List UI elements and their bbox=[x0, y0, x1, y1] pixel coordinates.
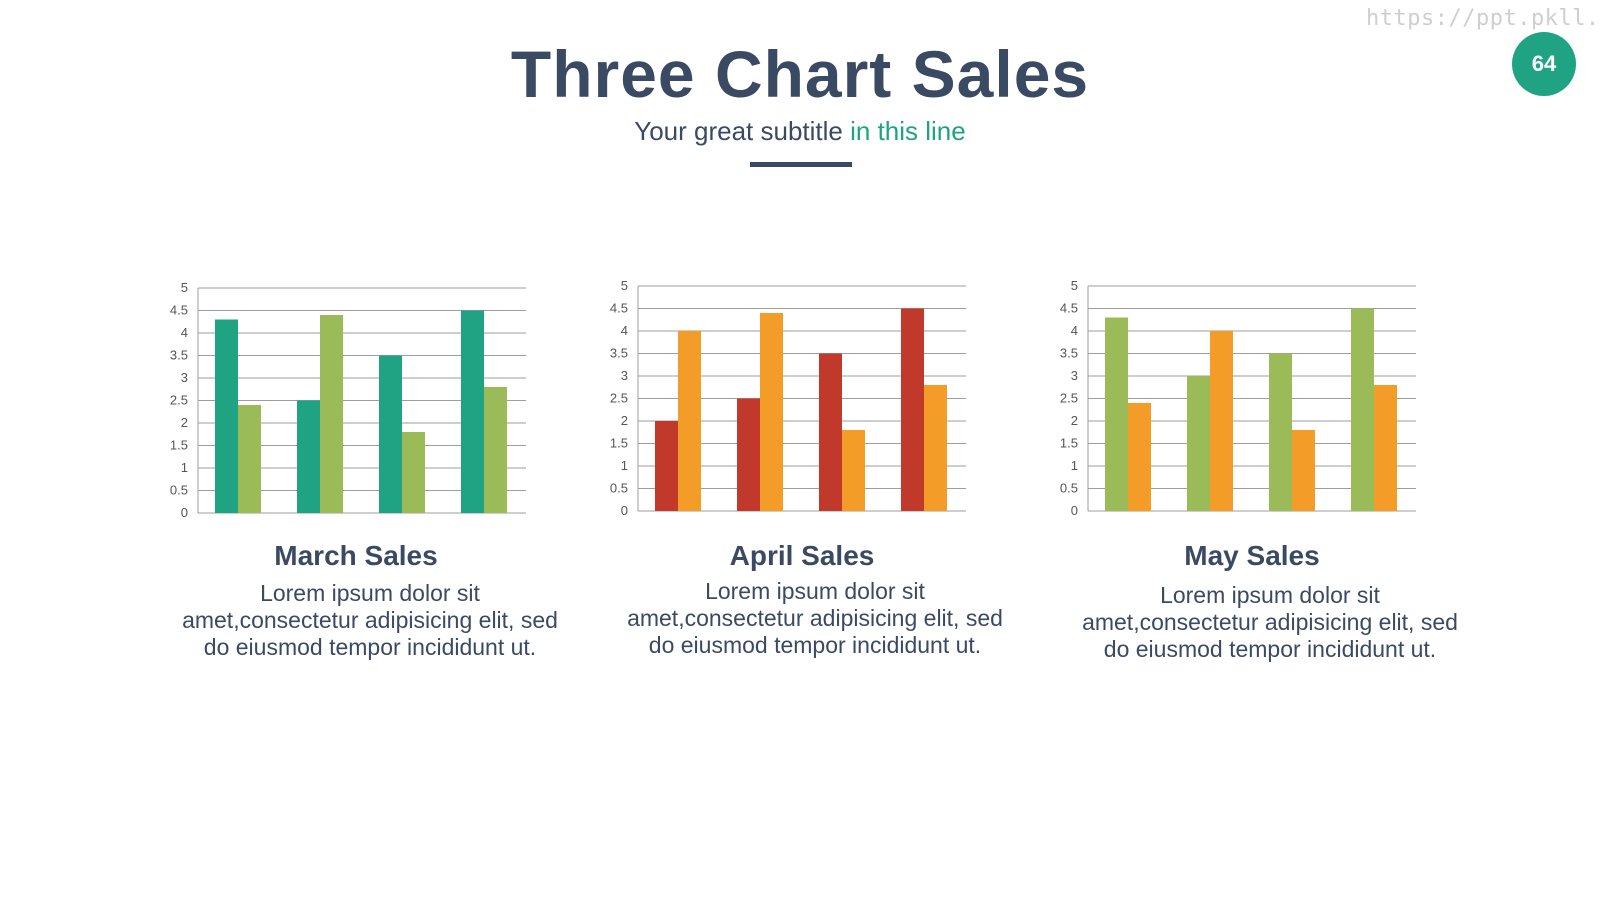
page-subtitle: Your great subtitle in this line bbox=[0, 116, 1600, 147]
march-bar-series1-cat2 bbox=[297, 400, 320, 513]
april-y-tick-label: 3 bbox=[621, 368, 628, 383]
may-bar-series2-cat4 bbox=[1374, 385, 1397, 511]
april-desc-line1: Lorem ipsum dolor sit bbox=[705, 578, 925, 604]
may-y-tick-label: 5 bbox=[1071, 278, 1078, 293]
may-y-tick-label: 1 bbox=[1071, 458, 1078, 473]
april-y-tick-label: 5 bbox=[621, 278, 628, 293]
march-desc-line1: Lorem ipsum dolor sit bbox=[260, 580, 480, 606]
watermark-url: https://ppt.pkll.de bbox=[1366, 6, 1600, 31]
march-sales-chart: 0 0.5 1 1.5 2 2.5 3 3.5 4 4.5 5 bbox=[170, 280, 526, 520]
may-y-tick-label: 2.5 bbox=[1060, 391, 1078, 406]
april-y-tick-label: 2 bbox=[621, 413, 628, 428]
may-sales-heading: May Sales bbox=[1184, 540, 1320, 571]
march-y-tick-label: 1.5 bbox=[170, 438, 188, 453]
april-desc-line3: do eiusmod tempor incididunt ut. bbox=[648, 632, 982, 658]
may-desc-line3: do eiusmod tempor incididunt ut. bbox=[1103, 636, 1437, 662]
may-desc-line1: Lorem ipsum dolor sit bbox=[1160, 582, 1380, 608]
may-bar-series2-cat1 bbox=[1128, 403, 1151, 511]
may-y-tick-label: 3 bbox=[1071, 368, 1078, 383]
may-sales-chart: 0 0.5 1 1.5 2 2.5 3 3.5 4 4.5 5 bbox=[1060, 278, 1416, 518]
may-bar-series1-cat4 bbox=[1351, 308, 1374, 511]
march-bar-series1-cat1 bbox=[215, 319, 238, 513]
march-y-tick-label: 3.5 bbox=[170, 348, 188, 363]
may-y-tick-label: 4 bbox=[1071, 323, 1078, 338]
april-y-tick-label: 1.5 bbox=[610, 436, 628, 451]
may-desc-line2: amet,consectetur adipisicing elit, sed bbox=[1082, 609, 1458, 635]
may-y-tick-label: 0.5 bbox=[1060, 481, 1078, 496]
march-bar-series2-cat3 bbox=[402, 432, 425, 513]
march-y-tick-label: 5 bbox=[181, 280, 188, 295]
april-bar-series2-cat2 bbox=[760, 313, 783, 511]
april-bar-series1-cat4 bbox=[901, 308, 924, 511]
march-sales-heading: March Sales bbox=[274, 540, 438, 571]
page-title: Three Chart Sales bbox=[510, 37, 1090, 111]
march-bar-series2-cat4 bbox=[484, 387, 507, 513]
subtitle-accent: in this line bbox=[850, 116, 966, 146]
april-sales-chart: 0 0.5 1 1.5 2 2.5 3 3.5 4 4.5 5 bbox=[610, 278, 966, 518]
april-y-tick-label: 0 bbox=[621, 503, 628, 518]
may-bar-series1-cat3 bbox=[1269, 353, 1292, 511]
may-y-tick-label: 2 bbox=[1071, 413, 1078, 428]
march-y-tick-label: 2.5 bbox=[170, 393, 188, 408]
march-y-tick-label: 0 bbox=[181, 505, 188, 520]
april-bar-series1-cat1 bbox=[655, 421, 678, 511]
april-y-tick-label: 2.5 bbox=[610, 391, 628, 406]
may-bar-series2-cat3 bbox=[1292, 430, 1315, 511]
april-bar-series1-cat3 bbox=[819, 353, 842, 511]
april-y-tick-label: 4 bbox=[621, 323, 628, 338]
april-bar-series2-cat1 bbox=[678, 331, 701, 511]
march-bar-series2-cat2 bbox=[320, 315, 343, 513]
may-sales-description: Lorem ipsum dolor sit amet,consectetur a… bbox=[1050, 582, 1490, 663]
march-y-tick-label: 2 bbox=[181, 415, 188, 430]
april-sales-heading: April Sales bbox=[729, 540, 875, 571]
may-bar-series2-cat2 bbox=[1210, 331, 1233, 511]
april-y-tick-label: 3.5 bbox=[610, 346, 628, 361]
march-bar-series1-cat3 bbox=[379, 355, 402, 513]
april-bar-series1-cat2 bbox=[737, 398, 760, 511]
may-y-tick-label: 3.5 bbox=[1060, 346, 1078, 361]
april-bar-series2-cat3 bbox=[842, 430, 865, 511]
april-y-tick-label: 4.5 bbox=[610, 301, 628, 316]
march-bar-series1-cat4 bbox=[461, 310, 484, 513]
may-y-tick-label: 1.5 bbox=[1060, 436, 1078, 451]
march-desc-line3: do eiusmod tempor incididunt ut. bbox=[203, 634, 537, 660]
may-y-tick-label: 0 bbox=[1071, 503, 1078, 518]
page-number-badge: 64 bbox=[1512, 32, 1576, 96]
april-desc-line2: amet,consectetur adipisicing elit, sed bbox=[627, 605, 1003, 631]
may-y-tick-label: 4.5 bbox=[1060, 301, 1078, 316]
march-y-tick-label: 4.5 bbox=[170, 303, 188, 318]
march-y-tick-label: 4 bbox=[181, 325, 188, 340]
may-bar-series1-cat2 bbox=[1187, 376, 1210, 511]
may-bar-series1-cat1 bbox=[1105, 317, 1128, 511]
march-y-tick-label: 1 bbox=[181, 460, 188, 475]
subtitle-main: Your great subtitle bbox=[634, 116, 843, 146]
march-y-tick-label: 0.5 bbox=[170, 483, 188, 498]
march-y-tick-label: 3 bbox=[181, 370, 188, 385]
title-underline bbox=[750, 162, 852, 167]
march-sales-description: Lorem ipsum dolor sit amet,consectetur a… bbox=[150, 580, 590, 661]
april-bar-series2-cat4 bbox=[924, 385, 947, 511]
march-bar-series2-cat1 bbox=[238, 405, 261, 513]
april-y-tick-label: 0.5 bbox=[610, 481, 628, 496]
april-sales-description: Lorem ipsum dolor sit amet,consectetur a… bbox=[595, 578, 1035, 659]
april-y-tick-label: 1 bbox=[621, 458, 628, 473]
march-desc-line2: amet,consectetur adipisicing elit, sed bbox=[182, 607, 558, 633]
